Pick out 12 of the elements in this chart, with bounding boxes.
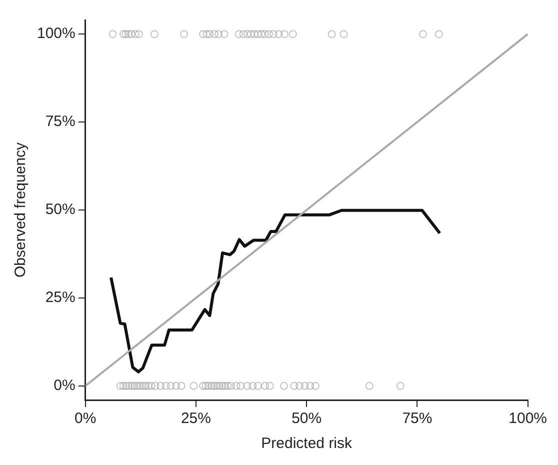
y-tick-label: 100%	[36, 25, 76, 42]
x-tick-label: 0%	[74, 410, 96, 428]
y-tick-label: 75%	[45, 113, 76, 130]
y-axis-title: Observed frequency	[12, 142, 30, 278]
y-tick-label: 0%	[54, 377, 76, 394]
x-axis-title: Predicted risk	[261, 435, 353, 452]
x-tick-label: 25%	[180, 410, 211, 428]
x-tick-label: 100%	[508, 410, 548, 428]
y-tick-label: 25%	[45, 289, 76, 306]
x-tick-label: 75%	[402, 410, 432, 428]
x-tick-label: 50%	[292, 410, 322, 428]
y-tick-label: 50%	[45, 201, 76, 218]
